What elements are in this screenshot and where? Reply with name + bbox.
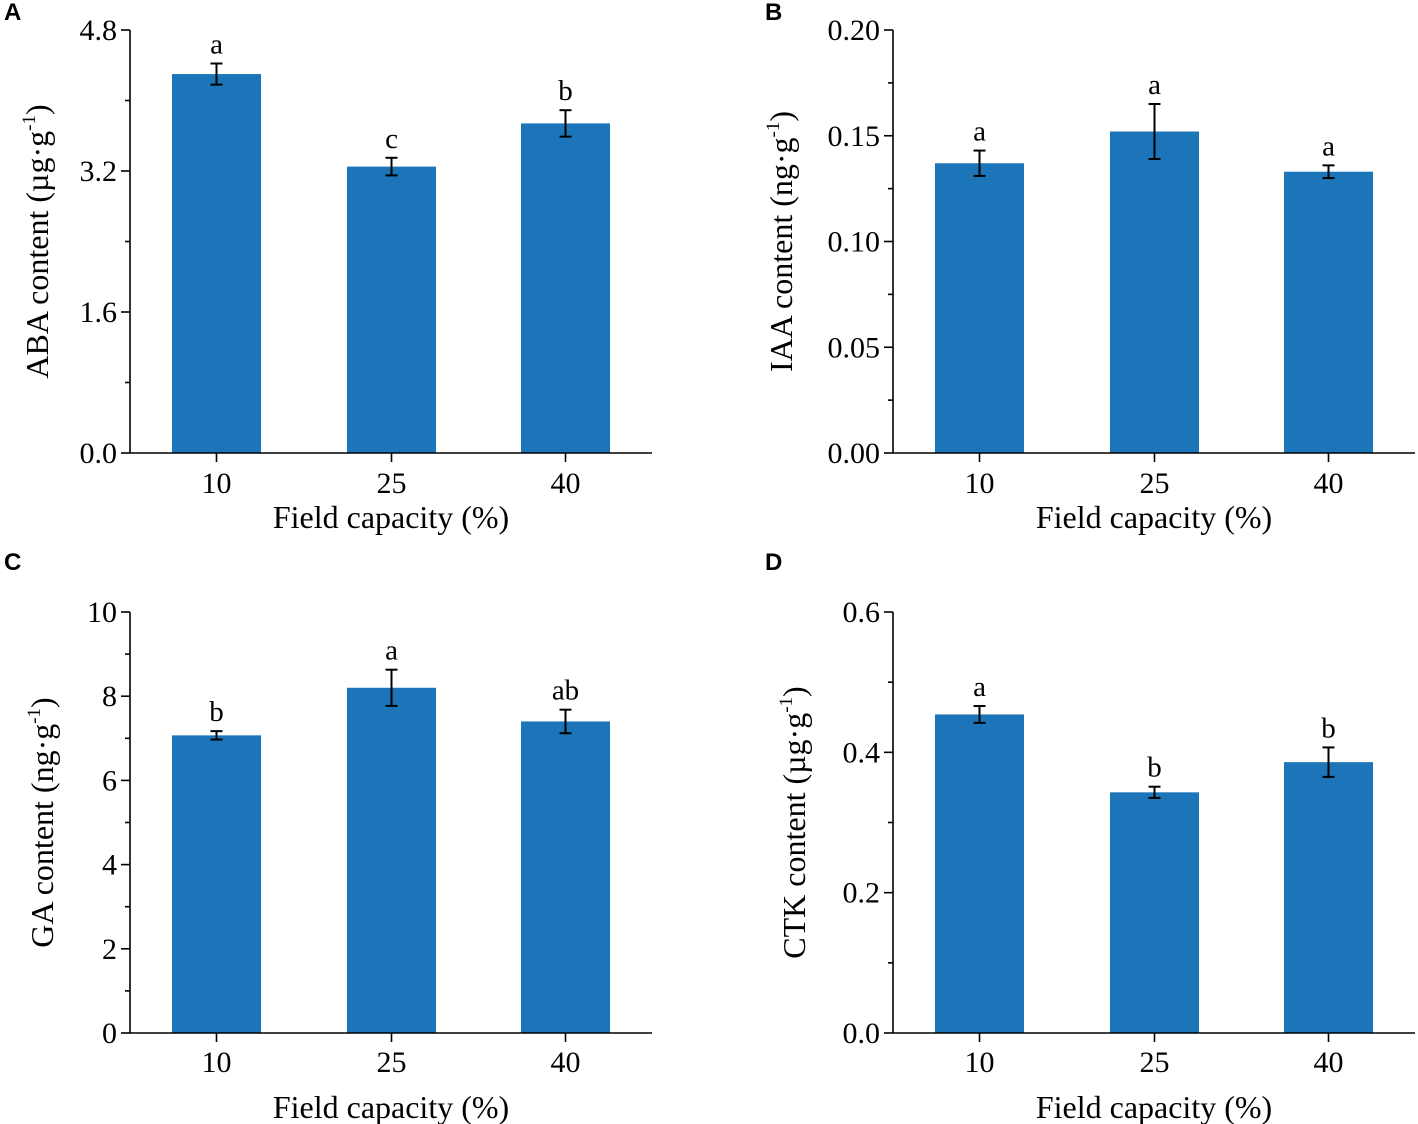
bar-40 [521, 721, 610, 1033]
bar-10 [172, 74, 261, 453]
error-bar-25 [385, 668, 398, 707]
error-bar-10 [973, 705, 986, 724]
y-tick-label: 0.0 [843, 1017, 881, 1050]
bar-25 [1110, 131, 1199, 453]
significance-label: a [973, 671, 986, 703]
y-tick-label: 2 [102, 933, 117, 966]
significance-label: b [209, 696, 224, 728]
y-tick-label: 0.0 [80, 437, 118, 470]
y-tick-label: 0.05 [828, 331, 881, 364]
x-tick-label: 25 [1140, 467, 1170, 500]
y-tick-label: 0 [102, 1017, 117, 1050]
significance-label: c [385, 123, 398, 155]
error-bar-40 [1322, 746, 1335, 778]
x-axis-title: Field capacity (%) [273, 499, 509, 535]
error-bar-10 [973, 149, 986, 177]
chart-panel-d: Da 10 b 25 b 40 0.0 0.2 0.4 0.6 Field capacity (%)… [765, 549, 1415, 1124]
y-tick-label: 0.10 [828, 226, 881, 259]
x-tick-label: 25 [1140, 1046, 1170, 1079]
x-tick-label: 40 [1314, 467, 1344, 500]
y-tick-label: 6 [102, 764, 117, 797]
x-tick-label: 40 [551, 1046, 581, 1079]
significance-label: b [1147, 752, 1162, 784]
significance-label: b [558, 75, 573, 107]
bar-40 [1284, 171, 1373, 453]
significance-label: ab [552, 675, 579, 707]
x-tick-label: 10 [202, 1046, 232, 1079]
bar-10 [935, 163, 1024, 453]
significance-label: a [1322, 130, 1335, 162]
significance-label: a [385, 635, 398, 667]
bar-25 [347, 166, 436, 453]
y-axis-title: ABA content (µg·g-1) [19, 104, 55, 378]
x-tick-label: 25 [377, 1046, 407, 1079]
error-bar-40 [559, 708, 572, 735]
significance-label: a [210, 28, 223, 60]
x-tick-label: 40 [551, 467, 581, 500]
bar-40 [1284, 762, 1373, 1033]
error-bar-40 [559, 109, 572, 138]
significance-label: a [1148, 69, 1161, 101]
x-tick-label: 10 [965, 467, 995, 500]
error-bar-10 [210, 730, 223, 741]
y-axis-title: CTK content (µg·g-1) [776, 686, 812, 958]
y-axis-title: IAA content (ng·g-1) [763, 111, 799, 372]
significance-label: b [1321, 712, 1336, 744]
y-tick-label: 3.2 [80, 155, 118, 188]
error-bar-40 [1322, 164, 1335, 180]
y-tick-label: 0.4 [843, 736, 881, 769]
y-tick-label: 0.2 [843, 877, 881, 910]
x-tick-label: 10 [202, 467, 232, 500]
panel-letter: A [4, 0, 21, 26]
y-tick-label: 10 [87, 596, 117, 629]
panel-letter: C [4, 549, 21, 576]
bar-25 [347, 687, 436, 1033]
y-axis-title: GA content (ng·g-1) [24, 697, 60, 947]
x-tick-label: 25 [377, 467, 407, 500]
error-bar-25 [385, 156, 398, 177]
significance-label: a [973, 116, 986, 148]
y-tick-label: 0.00 [828, 437, 881, 470]
bar-25 [1110, 792, 1199, 1033]
x-tick-label: 40 [1314, 1046, 1344, 1079]
chart-panel-b: Ba 10 a 25 a 40 0.00 0.05 0.10 0.15 0.20 Field capa… [763, 0, 1415, 535]
y-tick-label: 0.20 [828, 14, 881, 47]
panel-letter: B [765, 0, 782, 26]
x-axis-title: Field capacity (%) [273, 1089, 509, 1124]
y-tick-label: 4 [102, 849, 117, 882]
chart-panel-a: Aa 10 c 25 b 40 0.0 1.6 3.2 4.8 Field capacity (%)… [4, 0, 652, 535]
x-tick-label: 10 [965, 1046, 995, 1079]
chart-panel-c: Cb 10 a 25 ab 40 0 2 4 6 8 10 Field capacity (%) GA c… [4, 549, 652, 1124]
y-tick-label: 8 [102, 680, 117, 713]
bar-10 [935, 714, 1024, 1033]
y-tick-label: 0.6 [843, 596, 881, 629]
panel-letter: D [765, 549, 782, 576]
error-bar-25 [1148, 785, 1161, 799]
x-axis-title: Field capacity (%) [1036, 1089, 1272, 1124]
error-bar-25 [1148, 103, 1161, 161]
y-tick-label: 4.8 [80, 14, 118, 47]
bar-10 [172, 735, 261, 1033]
bar-40 [521, 123, 610, 453]
y-tick-label: 0.15 [828, 120, 881, 153]
x-axis-title: Field capacity (%) [1036, 499, 1272, 535]
error-bar-10 [210, 62, 223, 86]
y-tick-label: 1.6 [80, 296, 118, 329]
